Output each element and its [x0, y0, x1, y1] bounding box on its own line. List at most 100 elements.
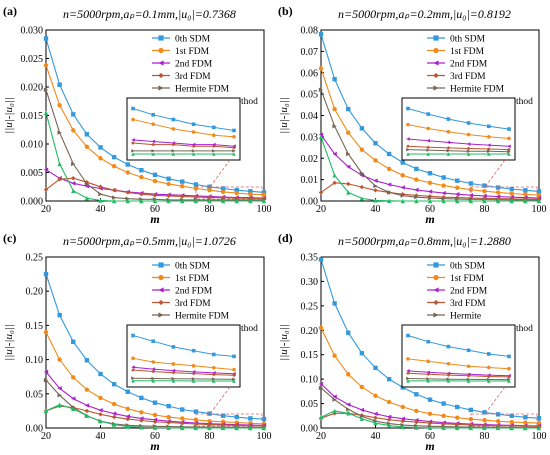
data-point: [386, 399, 392, 405]
x-tick-label: 60: [150, 431, 160, 442]
data-point: [84, 132, 90, 137]
inset-point: [131, 379, 135, 383]
data-point: [207, 198, 212, 204]
inset-point: [507, 136, 511, 141]
data-point: [152, 419, 158, 425]
data-point: [509, 186, 514, 192]
data-point: [318, 415, 324, 420]
panel-label: (c): [3, 231, 16, 245]
data-point: [400, 198, 405, 204]
legend-marker: [158, 72, 164, 79]
inset-point: [406, 371, 410, 376]
inset-point: [191, 144, 196, 148]
data-point: [318, 190, 324, 195]
data-point: [84, 408, 90, 414]
inset-point: [191, 379, 196, 383]
data-point: [111, 187, 117, 193]
inset-point: [232, 152, 236, 156]
data-point: [43, 36, 49, 41]
data-point: [414, 187, 419, 193]
inset-point: [212, 352, 216, 357]
y-tick-label: 0.015: [21, 111, 44, 122]
data-point: [536, 189, 542, 194]
data-point: [234, 423, 239, 428]
legend-label: 3rd FDM: [175, 299, 211, 309]
data-point: [220, 413, 226, 418]
data-point: [220, 189, 226, 195]
data-point: [43, 271, 49, 277]
x-tick-label: 20: [41, 431, 51, 442]
inset-point: [466, 379, 471, 383]
data-point: [346, 411, 351, 416]
inset-point: [426, 126, 431, 131]
inset-point: [151, 367, 155, 371]
data-point: [427, 198, 433, 204]
zoom-region: [470, 413, 538, 427]
data-point: [318, 325, 324, 331]
data-point: [536, 198, 542, 204]
data-point: [495, 198, 501, 204]
data-point: [98, 408, 103, 413]
inset-point: [191, 371, 196, 376]
data-point: [234, 187, 239, 193]
data-point: [57, 130, 62, 135]
inset-point: [131, 365, 135, 369]
inset-point: [131, 376, 135, 380]
inset-point: [171, 142, 176, 147]
data-point: [180, 194, 185, 199]
data-point: [318, 32, 324, 37]
y-tick-label: 0.03: [301, 132, 319, 143]
data-point: [98, 395, 103, 401]
data-point: [346, 407, 351, 412]
data-point: [414, 408, 419, 414]
data-point: [386, 182, 392, 187]
data-point: [414, 392, 419, 397]
data-point: [111, 382, 117, 387]
x-tick-label: 80: [205, 204, 215, 215]
inset-point: [191, 122, 196, 127]
y-tick-label: 0.030: [21, 26, 44, 37]
inset-point: [191, 152, 196, 156]
inset-frame: [401, 324, 516, 388]
inset-point: [507, 147, 511, 152]
data-point: [482, 410, 487, 415]
data-point: [523, 198, 528, 204]
inset-point: [406, 376, 410, 381]
data-point: [180, 407, 185, 412]
data-point: [207, 422, 212, 427]
inset-point: [151, 376, 155, 381]
inset-point: [171, 345, 176, 349]
inset-point: [426, 372, 430, 377]
data-point: [386, 166, 392, 172]
data-point: [111, 414, 117, 420]
data-point: [332, 180, 337, 186]
inset-point: [232, 379, 236, 383]
legend-label: Hermite FDM: [175, 85, 230, 95]
inset-point: [466, 132, 471, 137]
series: [43, 330, 267, 427]
y-tick-label: 0.15: [26, 321, 44, 332]
inset-point: [212, 125, 216, 130]
data-point: [57, 386, 62, 391]
series: [318, 408, 542, 431]
data-point: [207, 425, 212, 431]
inset-point: [446, 140, 451, 145]
inset-line: [132, 108, 235, 131]
data-point: [536, 420, 542, 426]
data-point: [180, 421, 185, 426]
legend-label: Hermite: [450, 312, 481, 322]
data-point: [57, 82, 62, 87]
inset-point: [151, 139, 155, 144]
data-point: [111, 411, 117, 416]
data-point: [57, 103, 62, 108]
x-axis-label: m: [150, 439, 159, 453]
legend-marker: [433, 35, 439, 41]
data-point: [220, 186, 226, 191]
data-point: [139, 395, 144, 401]
chart-panel: (a) n=5000rpm,aₚ=0.1mm,|u₀|=0.7368 20 40 60 8…: [3, 4, 272, 226]
data-point: [261, 196, 267, 201]
data-point: [346, 106, 351, 112]
data-point: [455, 185, 460, 190]
data-point: [152, 400, 158, 405]
data-point: [125, 414, 130, 419]
